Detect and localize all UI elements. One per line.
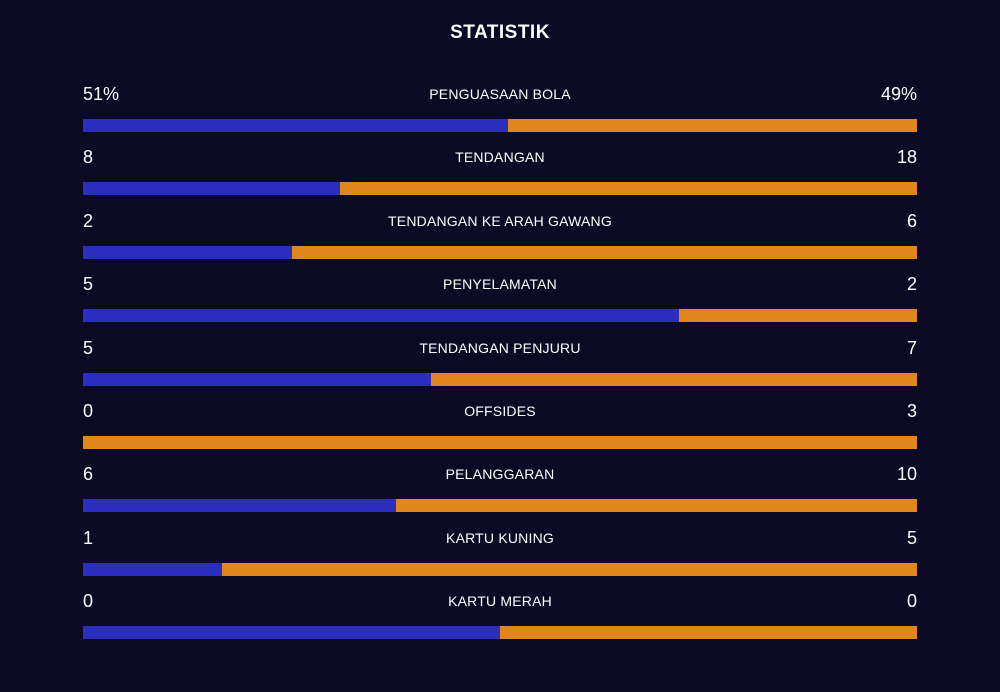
stat-away-value: 18 <box>896 147 917 168</box>
stat-away-value: 2 <box>906 274 917 295</box>
home-bar-segment <box>83 626 500 640</box>
stat-comparison-bar <box>83 119 917 132</box>
stat-row: 0 OFFSIDES 3 <box>83 399 917 462</box>
stat-label: TENDANGAN KE ARAH GAWANG <box>388 212 612 229</box>
stat-row-header: 0 KARTU MERAH 0 <box>83 589 917 613</box>
stat-home-value: 8 <box>83 147 94 168</box>
stat-comparison-bar <box>83 372 917 386</box>
stat-home-value: 1 <box>83 527 94 548</box>
stat-row: 1 KARTU KUNING 5 <box>83 526 917 589</box>
away-bar-segment <box>508 119 917 132</box>
stat-away-value: 10 <box>896 464 917 485</box>
home-bar-segment <box>83 562 223 576</box>
home-bar-segment <box>83 499 396 513</box>
stats-list: 51% PENGUASAAN BOLA 49% 8 TENDANGAN 18 2 TENDAN… <box>83 82 917 653</box>
stat-comparison-bar <box>83 499 917 513</box>
stat-row-header: 2 TENDANGAN KE ARAH GAWANG 6 <box>83 209 917 233</box>
stat-home-value: 5 <box>83 337 94 358</box>
stat-away-value: 3 <box>906 400 917 421</box>
stat-home-value: 0 <box>83 591 94 612</box>
away-bar-segment <box>678 309 917 323</box>
home-bar-segment <box>83 372 431 386</box>
stat-away-value: 0 <box>906 591 917 612</box>
stat-label: PENYELAMATAN <box>443 276 557 293</box>
stat-label: OFFSIDES <box>464 402 536 419</box>
stats-title: STATISTIK <box>450 22 550 43</box>
stat-home-value: 2 <box>83 210 94 231</box>
stat-row-header: 0 OFFSIDES 3 <box>83 399 917 423</box>
stat-comparison-bar <box>83 182 917 196</box>
stat-row: 6 PELANGGARAN 10 <box>83 462 917 525</box>
stat-away-value: 6 <box>906 210 917 231</box>
stat-comparison-bar <box>83 562 917 576</box>
stat-label: PELANGGARAN <box>445 466 555 483</box>
away-bar-segment <box>339 182 917 196</box>
stat-comparison-bar <box>83 435 917 449</box>
stat-comparison-bar <box>83 245 917 259</box>
stat-away-value: 49% <box>880 84 917 104</box>
stat-row-header: 51% PENGUASAAN BOLA 49% <box>83 82 917 106</box>
home-bar-segment <box>83 245 292 259</box>
home-bar-segment <box>83 309 679 323</box>
home-bar-segment <box>83 119 509 132</box>
stat-row-header: 5 TENDANGAN PENJURU 7 <box>83 336 917 360</box>
stat-home-value: 51% <box>83 84 120 104</box>
stat-row-header: 8 TENDANGAN 18 <box>83 145 917 169</box>
stat-home-value: 0 <box>83 400 94 421</box>
stat-row: 2 TENDANGAN KE ARAH GAWANG 6 <box>83 209 917 272</box>
stat-comparison-bar <box>83 626 917 640</box>
away-bar-segment <box>395 499 917 513</box>
stat-row-header: 1 KARTU KUNING 5 <box>83 526 917 550</box>
away-bar-segment <box>291 245 917 259</box>
stat-row: 5 TENDANGAN PENJURU 7 <box>83 336 917 399</box>
stat-comparison-bar <box>83 309 917 323</box>
stat-row: 0 KARTU MERAH 0 <box>83 589 917 652</box>
stat-label: KARTU KUNING <box>446 529 554 546</box>
stat-row: 8 TENDANGAN 18 <box>83 145 917 208</box>
away-bar-segment <box>500 626 917 640</box>
stat-label: TENDANGAN <box>455 149 545 166</box>
stat-home-value: 5 <box>83 274 94 295</box>
stat-away-value: 7 <box>906 337 917 358</box>
away-bar-segment <box>222 562 917 576</box>
stat-label: PENGUASAAN BOLA <box>429 86 571 102</box>
home-bar-segment <box>83 182 340 196</box>
stat-row-header: 6 PELANGGARAN 10 <box>83 462 917 486</box>
stat-label: TENDANGAN PENJURU <box>419 339 581 356</box>
stat-away-value: 5 <box>906 527 917 548</box>
away-bar-segment <box>430 372 917 386</box>
stat-row: 5 PENYELAMATAN 2 <box>83 272 917 335</box>
away-bar-segment <box>83 435 917 449</box>
stat-label: KARTU MERAH <box>448 593 552 610</box>
stat-row: 51% PENGUASAAN BOLA 49% <box>83 82 917 145</box>
stat-row-header: 5 PENYELAMATAN 2 <box>83 272 917 296</box>
stat-home-value: 6 <box>83 464 94 485</box>
